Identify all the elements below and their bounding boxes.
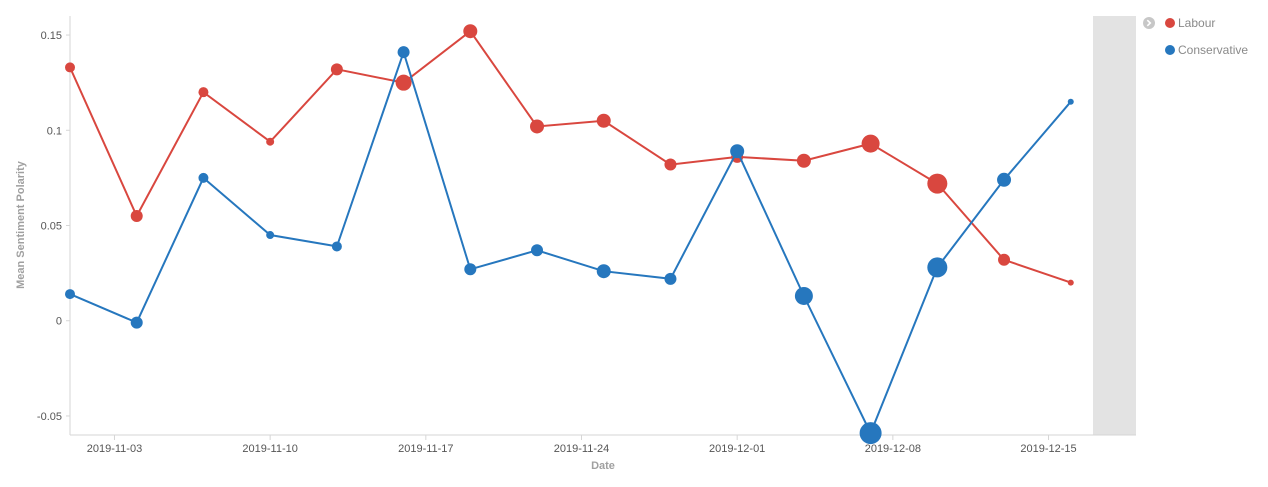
data-point-conservative[interactable] — [794, 286, 813, 305]
data-point-labour[interactable] — [927, 173, 948, 194]
data-point-labour[interactable] — [530, 119, 545, 134]
data-point-labour[interactable] — [796, 153, 811, 168]
x-tick-label: 2019-11-17 — [398, 443, 453, 455]
data-point-labour[interactable] — [463, 24, 478, 39]
data-point-conservative[interactable] — [730, 144, 745, 159]
x-tick-label: 2019-11-03 — [87, 443, 142, 455]
data-point-conservative[interactable] — [331, 241, 342, 252]
x-tick-label: 2019-12-15 — [1020, 443, 1076, 455]
y-tick-label: 0 — [56, 316, 62, 328]
data-point-labour[interactable] — [266, 137, 275, 146]
legend-label-conservative: Conservative — [1178, 43, 1248, 57]
y-tick-label: 0.15 — [41, 30, 62, 42]
legend-marker-conservative — [1165, 45, 1175, 55]
y-axis-title: Mean Sentiment Polarity — [15, 160, 27, 289]
data-point-labour[interactable] — [395, 74, 412, 91]
series-line-conservative — [69, 48, 1072, 436]
data-point-conservative[interactable] — [266, 231, 275, 240]
x-axis-title: Date — [591, 460, 615, 472]
x-tick-label: 2019-12-01 — [709, 443, 765, 455]
y-tick-label: -0.05 — [37, 411, 62, 423]
data-point-labour[interactable] — [130, 209, 143, 222]
data-point-labour[interactable] — [998, 253, 1011, 266]
data-point-labour[interactable] — [330, 63, 343, 76]
series-layer — [65, 24, 1074, 445]
data-point-labour[interactable] — [198, 87, 209, 98]
data-point-labour[interactable] — [1067, 279, 1074, 286]
data-point-conservative[interactable] — [464, 263, 477, 276]
data-point-conservative[interactable] — [1067, 98, 1074, 105]
series-conservative — [65, 46, 1074, 445]
data-point-conservative[interactable] — [130, 316, 143, 329]
data-point-conservative[interactable] — [198, 172, 209, 183]
legend-toggle-icon[interactable] — [1143, 17, 1155, 29]
y-tick-label: 0.1 — [47, 125, 62, 137]
data-point-conservative[interactable] — [65, 289, 75, 300]
x-axis-ticks: 2019-11-03 2019-11-10 2019-11-17 2019-11-24… — [87, 435, 1077, 455]
data-point-conservative[interactable] — [531, 244, 544, 257]
data-point-conservative[interactable] — [997, 172, 1012, 187]
x-tick-label: 2019-11-24 — [554, 443, 609, 455]
data-point-labour[interactable] — [65, 62, 75, 73]
data-point-conservative[interactable] — [664, 272, 677, 285]
y-tick-label: 0.05 — [41, 221, 62, 233]
legend-item-labour[interactable]: Labour — [1165, 16, 1215, 30]
x-tick-label: 2019-12-08 — [865, 443, 921, 455]
series-labour — [65, 24, 1074, 286]
data-point-labour[interactable] — [664, 158, 677, 171]
data-point-conservative[interactable] — [397, 46, 410, 59]
data-point-conservative[interactable] — [927, 257, 948, 278]
scroll-zoom-panel[interactable] — [1093, 16, 1136, 435]
legend: Labour Conservative — [1143, 16, 1248, 57]
y-axis-ticks: 0.15 0.1 0.05 0 -0.05 — [37, 30, 70, 423]
data-point-labour[interactable] — [596, 113, 611, 128]
legend-label-labour: Labour — [1178, 16, 1215, 30]
data-point-conservative[interactable] — [596, 264, 611, 279]
legend-item-conservative[interactable]: Conservative — [1165, 43, 1248, 57]
series-line-labour — [69, 29, 1072, 284]
data-point-conservative[interactable] — [859, 422, 882, 445]
x-tick-label: 2019-11-10 — [242, 443, 297, 455]
legend-marker-labour — [1165, 18, 1175, 28]
data-point-labour[interactable] — [861, 134, 880, 153]
